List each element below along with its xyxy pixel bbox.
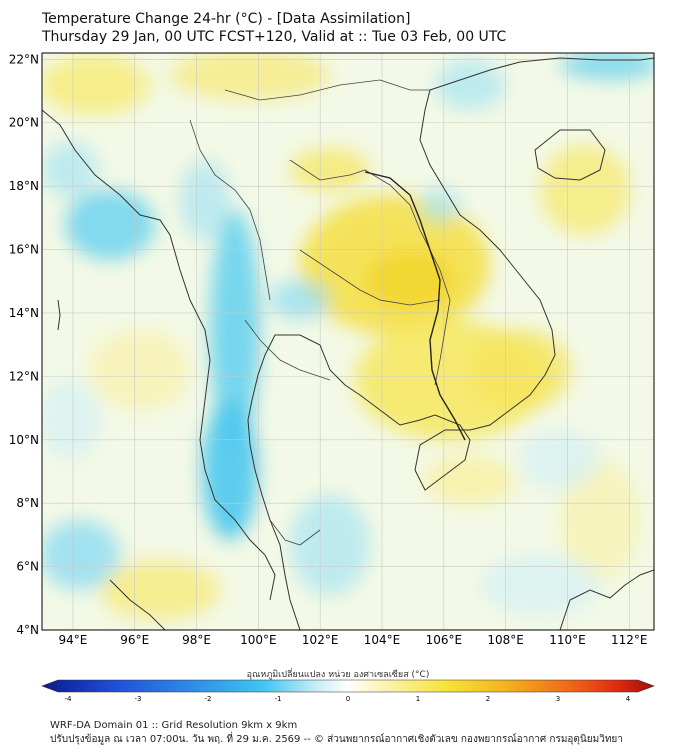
colorbar-tick-label: 4 <box>626 695 631 703</box>
title-line-1: Temperature Change 24-hr (°C) - [Data As… <box>42 11 411 27</box>
title-line-2: Thursday 29 Jan, 00 UTC FCST+120, Valid … <box>42 29 507 45</box>
country-borders <box>189 79 451 546</box>
longitude-labels: 94°E 96°E 98°E 100°E 102°E 104°E 106°E 108°E 110… <box>58 633 647 647</box>
footer: WRF-DA Domain 01 :: Grid Resolution 9km … <box>50 719 623 747</box>
lat-label: 10°N <box>9 433 39 447</box>
colorbar-tick-label: 1 <box>416 695 420 703</box>
footer-line-1: WRF-DA Domain 01 :: Grid Resolution 9km … <box>50 720 298 731</box>
lon-label: 98°E <box>182 633 211 647</box>
lon-label: 106°E <box>426 633 463 647</box>
lat-label: 14°N <box>9 306 39 320</box>
lat-label: 22°N <box>9 52 39 66</box>
lat-label: 16°N <box>9 243 39 257</box>
colorbar-tick-label: -4 <box>65 695 73 703</box>
lon-label: 112°E <box>611 633 648 647</box>
lon-label: 108°E <box>487 633 524 647</box>
mekong-river <box>364 171 466 441</box>
lon-label: 100°E <box>240 633 277 647</box>
lon-label: 94°E <box>58 633 87 647</box>
lon-label: 96°E <box>120 633 149 647</box>
footer-line-2: ปรับปรุงข้อมูล ณ เวลา 07:00น. วัน พฤ. ที… <box>50 734 623 745</box>
lon-label: 104°E <box>364 633 401 647</box>
lon-label: 110°E <box>549 633 586 647</box>
lat-label: 4°N <box>16 623 39 637</box>
lat-label: 20°N <box>9 116 39 130</box>
colorbar-tick-label: -2 <box>205 695 212 703</box>
colorbar: -4 -3 -2 -1 0 1 2 3 4 <box>41 679 655 703</box>
lat-label: 6°N <box>16 560 39 574</box>
map-title: Temperature Change 24-hr (°C) - [Data As… <box>42 10 506 46</box>
lon-label: 102°E <box>302 633 339 647</box>
colorbar-label: อุณหภูมิเปลี่ยนแปลง หน่วย องศาเซลเซียส (… <box>246 670 430 680</box>
latitude-labels: 22°N 20°N 18°N 16°N 14°N 12°N 10°N 8°N 6°N 4°N <box>9 52 39 637</box>
colorbar-tick-label: 2 <box>486 695 490 703</box>
lat-label: 12°N <box>9 369 39 383</box>
temperature-field <box>42 53 654 630</box>
graticule <box>42 53 654 630</box>
coastlines <box>42 57 654 630</box>
map-frame <box>41 52 655 631</box>
colorbar-tick-label: -3 <box>135 695 142 703</box>
colorbar-tick-label: 3 <box>556 695 560 703</box>
lat-label: 18°N <box>9 179 39 193</box>
lat-label: 8°N <box>16 496 39 510</box>
colorbar-tick-label: -1 <box>275 695 282 703</box>
colorbar-tick-label: 0 <box>346 695 350 703</box>
